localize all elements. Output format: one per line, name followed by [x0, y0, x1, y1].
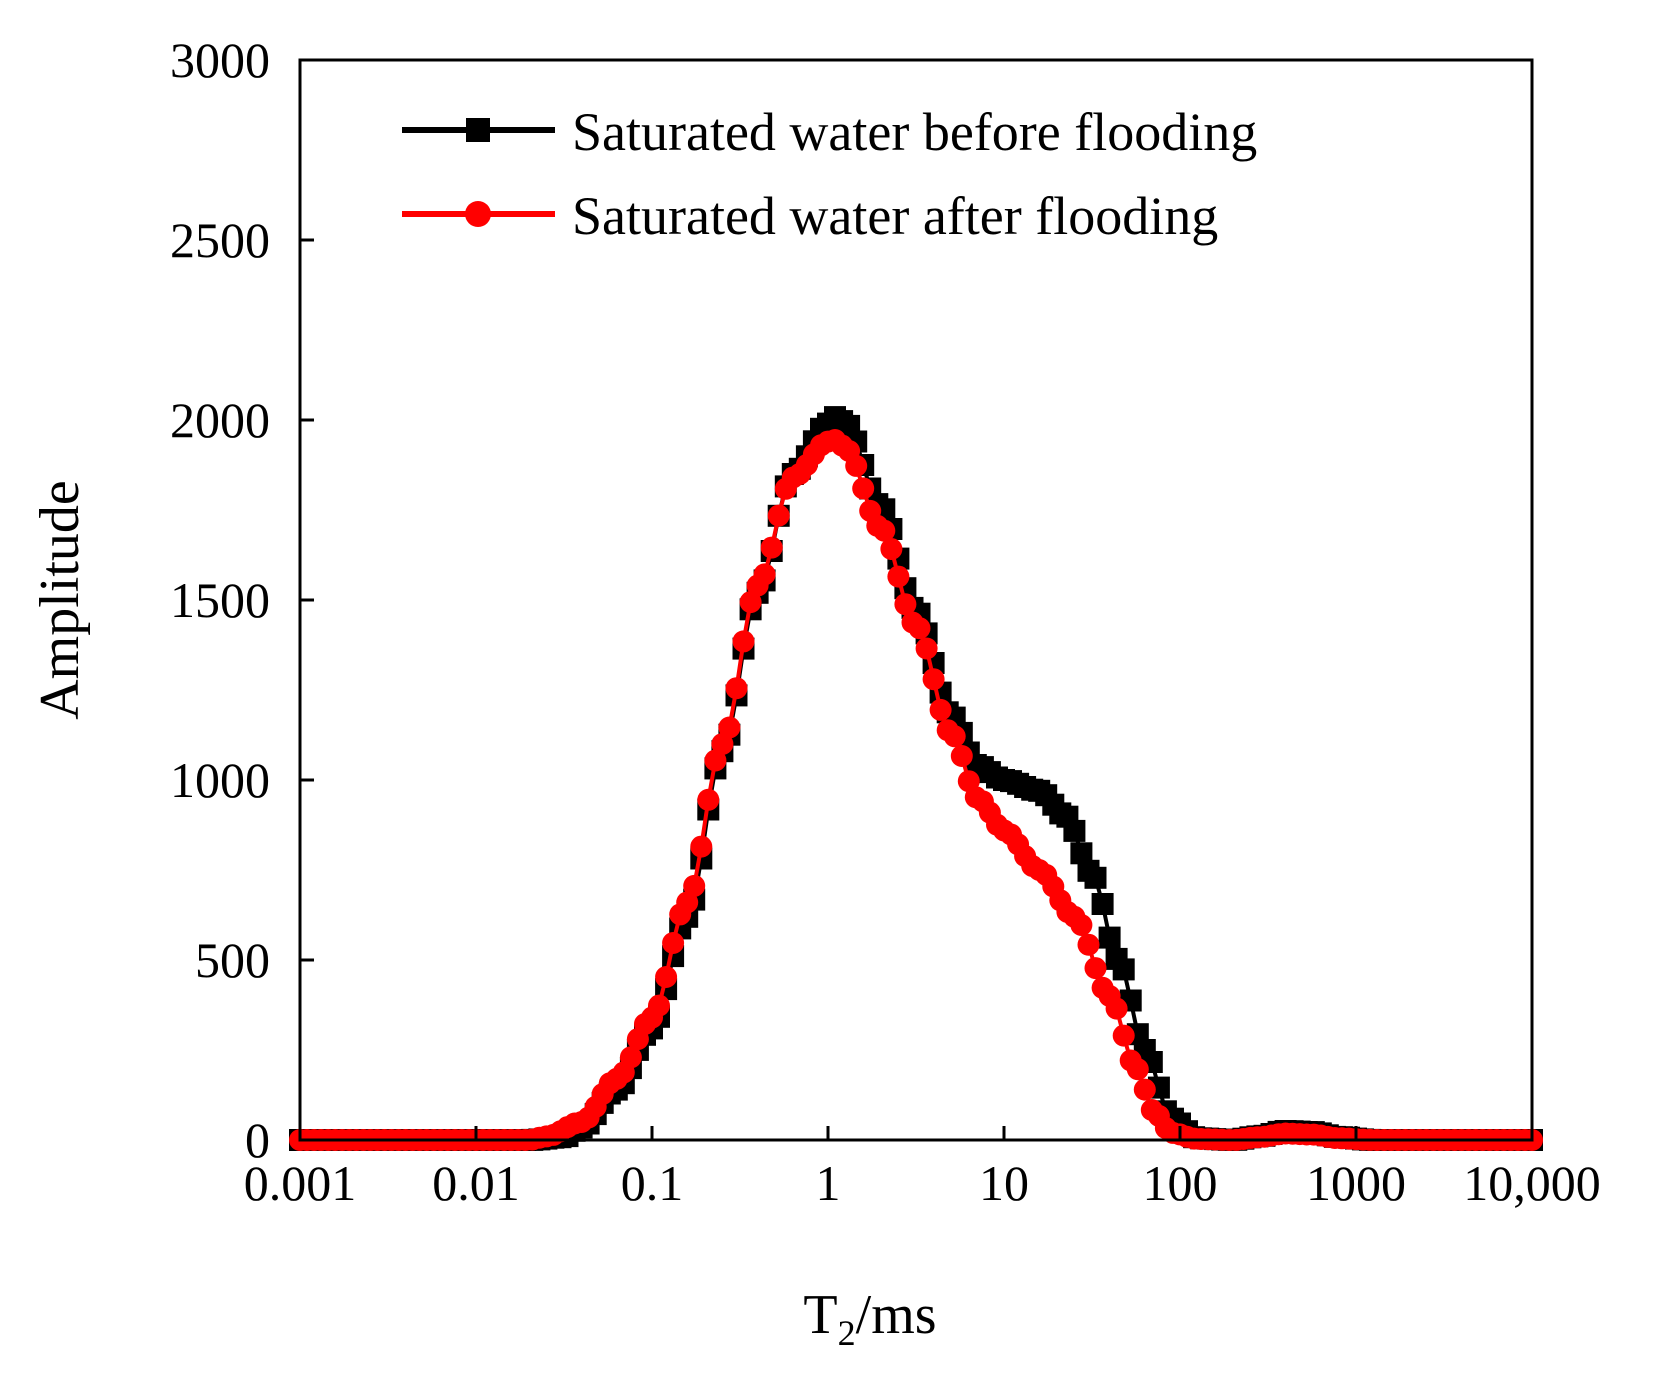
y-tick-label: 500 — [195, 932, 270, 988]
data-point — [873, 519, 896, 542]
y-axis-title: Amplitude — [29, 480, 91, 720]
x-tick-label: 10 — [979, 1155, 1029, 1211]
data-point — [1063, 819, 1086, 842]
data-point — [1070, 914, 1093, 936]
data-point — [767, 504, 790, 527]
y-tick-label: 2500 — [170, 212, 270, 268]
y-tick-label: 3000 — [170, 32, 270, 88]
data-point — [1070, 842, 1093, 865]
y-tick-label: 2000 — [170, 392, 270, 448]
x-axis-title: T2/ms — [803, 1284, 936, 1353]
legend-label-before: Saturated water before flooding — [572, 102, 1257, 162]
data-point — [655, 966, 678, 988]
legend-marker-after — [465, 201, 491, 227]
data-point — [683, 874, 706, 897]
y-tick-label: 1500 — [170, 572, 270, 628]
data-point — [662, 932, 685, 954]
data-point — [1133, 1078, 1156, 1101]
data-point — [1112, 1024, 1135, 1047]
data-point — [852, 477, 875, 500]
data-point — [711, 733, 734, 755]
data-point — [676, 891, 699, 914]
data-point — [1126, 1058, 1149, 1081]
data-point — [915, 637, 938, 660]
y-tick-label: 0 — [245, 1112, 270, 1168]
data-point — [880, 538, 903, 560]
x-axis-title-main: T — [803, 1284, 837, 1346]
legend: Saturated water before flooding Saturate… — [402, 102, 1257, 246]
data-point — [922, 668, 945, 691]
data-point — [1084, 957, 1107, 980]
x-tick-label: 0.1 — [621, 1155, 684, 1211]
data-point — [1077, 933, 1100, 956]
data-point — [943, 725, 966, 748]
data-point — [894, 593, 917, 616]
data-point — [1084, 866, 1107, 889]
x-tick-label: 10,000 — [1463, 1155, 1601, 1211]
data-point — [1105, 997, 1128, 1020]
ticks-layer: 0.001 0.01 0.1 1 10 100 1000 10,000 0 500 1000 1500… — [170, 32, 1601, 1211]
x-tick-label: 0.01 — [432, 1155, 520, 1211]
data-point — [619, 1046, 642, 1069]
data-point — [760, 536, 783, 559]
data-point — [718, 716, 741, 739]
x-axis-title-suffix: /ms — [856, 1284, 937, 1346]
data-point — [704, 749, 727, 772]
data-point — [753, 563, 776, 586]
x-tick-label: 0.001 — [244, 1155, 357, 1211]
data-point — [845, 454, 868, 477]
data-point — [1112, 958, 1135, 981]
data-point — [950, 745, 973, 767]
data-point — [725, 677, 748, 700]
data-point — [697, 788, 720, 811]
data-point — [648, 994, 670, 1017]
y-tick-label: 1000 — [170, 752, 270, 808]
legend-label-after: Saturated water after flooding — [572, 186, 1218, 246]
x-tick-label: 1 — [816, 1155, 841, 1211]
data-point — [739, 591, 762, 614]
x-tick-label: 100 — [1143, 1155, 1218, 1211]
x-axis-title-subscript: 2 — [838, 1313, 856, 1353]
data-point — [929, 698, 952, 721]
data-point — [732, 630, 755, 653]
data-point — [908, 617, 931, 640]
legend-marker-before — [466, 118, 490, 142]
data-point — [1098, 926, 1121, 949]
data-point — [690, 835, 713, 858]
x-tick-label: 1000 — [1306, 1155, 1406, 1211]
data-point — [887, 565, 910, 588]
data-point — [1091, 893, 1114, 915]
